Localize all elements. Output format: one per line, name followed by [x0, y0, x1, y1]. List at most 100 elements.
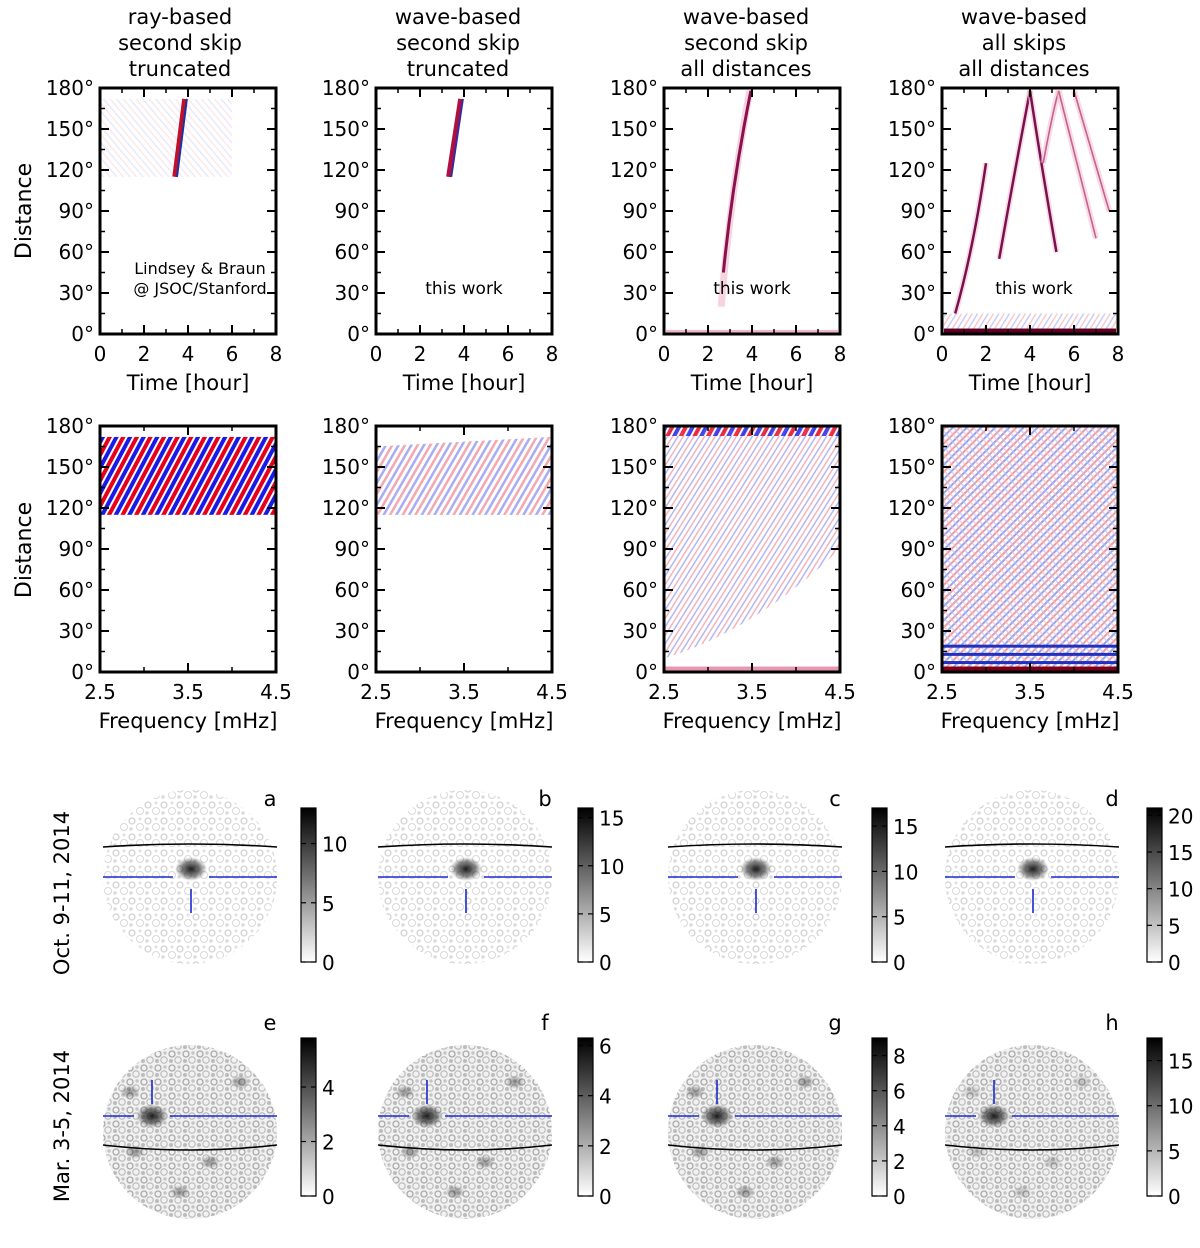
frequency-distance-panel: 0° 30° 60° 90° 120° 150° 180° 2.5 3.5 4.5 Frequenc… [610, 414, 856, 733]
y-tick-label: 120° [46, 158, 94, 182]
y-tick-label: 180° [322, 414, 370, 438]
y-tick-label: 90° [335, 537, 370, 561]
frequency-distance-axes: 0° 30° 60° 90° 120° 150° 180° 2.5 3.5 4.5 Frequenc… [46, 414, 292, 733]
column-title-line: truncated [129, 57, 231, 81]
panel-note: this work [713, 279, 791, 299]
x-tick-label: 2 [980, 342, 993, 366]
column-title-line: all skips [982, 31, 1066, 55]
colorbar-tick-label: 0 [322, 1185, 335, 1209]
y-tick-label: 0° [71, 660, 94, 684]
farside-map-panel: f 0 2 4 6 [377, 1011, 612, 1219]
noise-blob [1012, 1185, 1032, 1199]
active-region-signal [701, 1104, 733, 1128]
colorbar-tick-label: 6 [599, 1035, 612, 1059]
colorbar [577, 1037, 594, 1197]
noise-blob [765, 1155, 785, 1169]
time-distance-panel: 0° 30° 60° 90° 120° 150° 180° 0 2 4 6 8 Time [hour] t… [322, 76, 559, 395]
y-tick-label: 60° [335, 240, 370, 264]
ridge-pattern-cross [942, 426, 1118, 672]
frequency-distance-panel: 0° 30° 60° 90° 120° 150° 180° 2.5 3.5 4.5 Frequenc… [46, 414, 292, 733]
colorbar [1146, 1037, 1163, 1197]
y-tick-label: 30° [623, 281, 658, 305]
colorbar [1146, 807, 1163, 963]
frequency-distance-panel: 0° 30° 60° 90° 120° 150° 180° 2.5 3.5 4.5 Frequenc… [888, 414, 1134, 733]
low-distance-band [942, 644, 1118, 648]
x-tick-label: 0 [658, 342, 671, 366]
y-tick-label: 120° [888, 496, 936, 520]
y-tick-label: 60° [901, 240, 936, 264]
noise-blob [505, 1075, 525, 1089]
x-axis-label: Frequency [mHz] [375, 709, 554, 733]
x-tick-label: 4 [746, 342, 759, 366]
y-tick-label: 0° [913, 660, 936, 684]
noise-blob [230, 1075, 250, 1089]
y-tick-label: 150° [322, 455, 370, 479]
low-distance-band [942, 652, 1118, 656]
active-region-signal [978, 1104, 1010, 1128]
x-tick-label: 4 [458, 342, 471, 366]
x-tick-label: 3.5 [736, 680, 768, 704]
colorbar-tick-label: 4 [322, 1076, 335, 1100]
y-tick-label: 30° [335, 281, 370, 305]
x-axis-label: Time [hour] [968, 371, 1092, 395]
x-tick-label: 6 [1068, 342, 1081, 366]
x-tick-label: 2.5 [648, 680, 680, 704]
colorbar-tick-label: 15 [599, 807, 624, 831]
y-tick-label: 30° [59, 619, 94, 643]
noise-blob [170, 1185, 190, 1199]
noise-blob [200, 1155, 220, 1169]
x-tick-label: 8 [270, 342, 283, 366]
colorbar-tick-label: 5 [893, 906, 906, 930]
column-title-line: all distances [680, 57, 811, 81]
y-tick-label: 120° [888, 158, 936, 182]
x-tick-label: 6 [790, 342, 803, 366]
column-title-line: second skip [396, 31, 520, 55]
limb-curve [667, 1144, 843, 1151]
panel-letter: a [264, 787, 277, 811]
column-title-line: truncated [407, 57, 509, 81]
y-tick-label: 150° [46, 117, 94, 141]
noise-blob [735, 1185, 755, 1199]
colorbar-tick-label: 0 [1168, 1185, 1181, 1209]
row-label: Oct. 9-11, 2014 [50, 811, 74, 975]
time-distance-panel: 0° 30° 60° 90° 120° 150° 180° 0 2 4 6 8 Time [hour] L… [46, 76, 283, 395]
x-axis-label: Time [hour] [402, 371, 526, 395]
map-noise [945, 1045, 1119, 1219]
colorbar-tick-label: 15 [1168, 1050, 1193, 1074]
y-tick-label: 30° [901, 281, 936, 305]
signal-ridge [1057, 90, 1097, 239]
y-tick-label: 180° [888, 76, 936, 100]
y-tick-label: 0° [71, 322, 94, 346]
time-distance-axes: 0° 30° 60° 90° 120° 150° 180° 0 2 4 6 8 Time [hour] [322, 76, 559, 395]
noise-blob [1072, 1075, 1092, 1089]
y-tick-label: 90° [623, 199, 658, 223]
ridge-pattern [664, 426, 840, 659]
x-tick-label: 8 [546, 342, 559, 366]
colorbar [300, 1037, 317, 1197]
colorbar-tick-label: 20 [1168, 804, 1193, 828]
column-title-line: ray-based [128, 5, 233, 29]
map-noise [103, 1045, 277, 1219]
frequency-distance-axes: 0° 30° 60° 90° 120° 150° 180° 2.5 3.5 4.5 Frequenc… [888, 414, 1134, 733]
y-tick-label: 120° [610, 496, 658, 520]
y-tick-label: 30° [901, 619, 936, 643]
farside-map-panel: a 0 5 10 [102, 787, 347, 975]
colorbar-tick-label: 0 [893, 951, 906, 975]
colorbar-tick-label: 10 [1168, 1095, 1193, 1119]
y-tick-label: 60° [623, 578, 658, 602]
colorbar-tick-label: 6 [893, 1080, 906, 1104]
noise-blob [475, 1155, 495, 1169]
panel-letter: f [541, 1011, 549, 1035]
noise-blob [395, 1085, 415, 1099]
farside-map-panel: g 0 2 4 6 8 [667, 1011, 906, 1219]
colorbar-tick-label: 5 [599, 903, 612, 927]
column-title-line: wave-based [395, 5, 521, 29]
colorbar-tick-label: 10 [599, 855, 624, 879]
column-title-line: wave-based [683, 5, 809, 29]
farside-map-panel: h 0 5 10 15 [944, 1011, 1193, 1219]
signal-ridge [721, 90, 753, 273]
y-tick-label: 0° [347, 660, 370, 684]
limb-curve [377, 1144, 553, 1151]
signal-ridge [446, 98, 464, 178]
colorbar [577, 807, 594, 963]
